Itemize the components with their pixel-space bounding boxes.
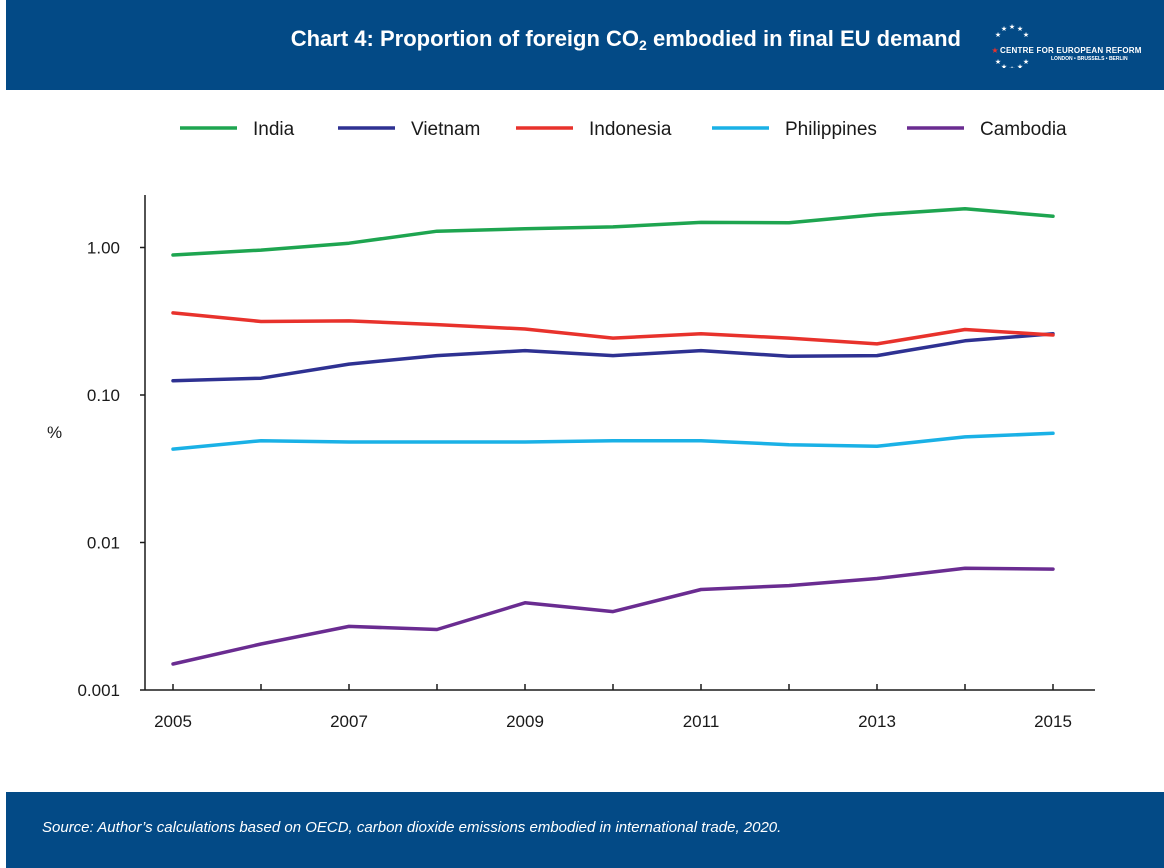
chart-header: Chart 4: Proportion of foreign CO2 embod… [6,0,1164,90]
series-line-india [171,207,1055,257]
legend-label-cambodia: Cambodia [980,119,1067,140]
y-tick-label: 0.001 [77,681,120,700]
svg-text:★: ★ [995,31,1001,39]
line-chart: India Vietnam Indonesia Philippines Cambodia… [47,119,1095,731]
chart-series [171,207,1055,666]
svg-text:★: ★ [1009,23,1015,31]
series-line-vietnam [171,332,1055,383]
series-line-philippines [171,431,1055,451]
svg-text:★: ★ [1023,31,1029,39]
x-tick-label: 2009 [506,712,544,731]
series-line-indonesia [171,311,1055,346]
svg-text:★: ★ [1023,58,1029,66]
x-tick-label: 2005 [154,712,192,731]
series-line-cambodia [171,566,1055,666]
svg-text:★: ★ [1017,63,1023,68]
logo-name: CENTRE FOR EUROPEAN REFORM [1000,46,1142,55]
svg-text:★: ★ [1017,25,1023,33]
y-tick-label: 0.01 [87,534,120,553]
x-tick-label: 2007 [330,712,368,731]
y-tick-label: 0.10 [87,386,120,405]
chart-title-text: Chart 4: Proportion of foreign CO [290,26,640,51]
chart-title-tail: embodied in final EU demand [646,26,961,51]
legend-label-vietnam: Vietnam [411,119,480,140]
y-tick-label: 1.00 [87,239,120,258]
svg-text:★: ★ [1009,65,1015,68]
logo-cities: LONDON • BRUSSELS • BERLIN [1051,56,1128,62]
legend-label-philippines: Philippines [785,119,877,140]
svg-text:★: ★ [1001,25,1007,33]
chart-title: Chart 4: Proportion of foreign CO2 embod… [6,26,961,53]
legend-label-indonesia: Indonesia [589,119,672,140]
x-tick-label: 2015 [1034,712,1072,731]
source-note: Source: Author’s calculations based on O… [42,819,782,836]
chart-axes: 1.00 0.10 0.01 0.001% 2005 2007 2009 2011 2013 20… [47,195,1095,731]
chart-title-subscript: 2 [639,37,647,53]
cer-logo: ★ ★ ★ ★ ★ ★ ★ ★ ★ ★ ★ CENTRE FOR EUROPEA… [981,18,1141,74]
x-tick-label: 2011 [683,712,720,731]
stars-icon: ★ ★ ★ ★ ★ ★ ★ ★ ★ ★ ★ [991,23,1029,68]
chart-legend: India Vietnam Indonesia Philippines Cambodia [180,119,1067,140]
svg-text:★: ★ [995,58,1001,66]
svg-text:★: ★ [1001,63,1007,68]
svg-text:★: ★ [991,46,998,55]
legend-label-india: India [253,119,295,140]
x-tick-label: 2013 [858,712,896,731]
y-axis-label: % [47,423,62,442]
chart-footer: Source: Author’s calculations based on O… [6,792,1164,868]
